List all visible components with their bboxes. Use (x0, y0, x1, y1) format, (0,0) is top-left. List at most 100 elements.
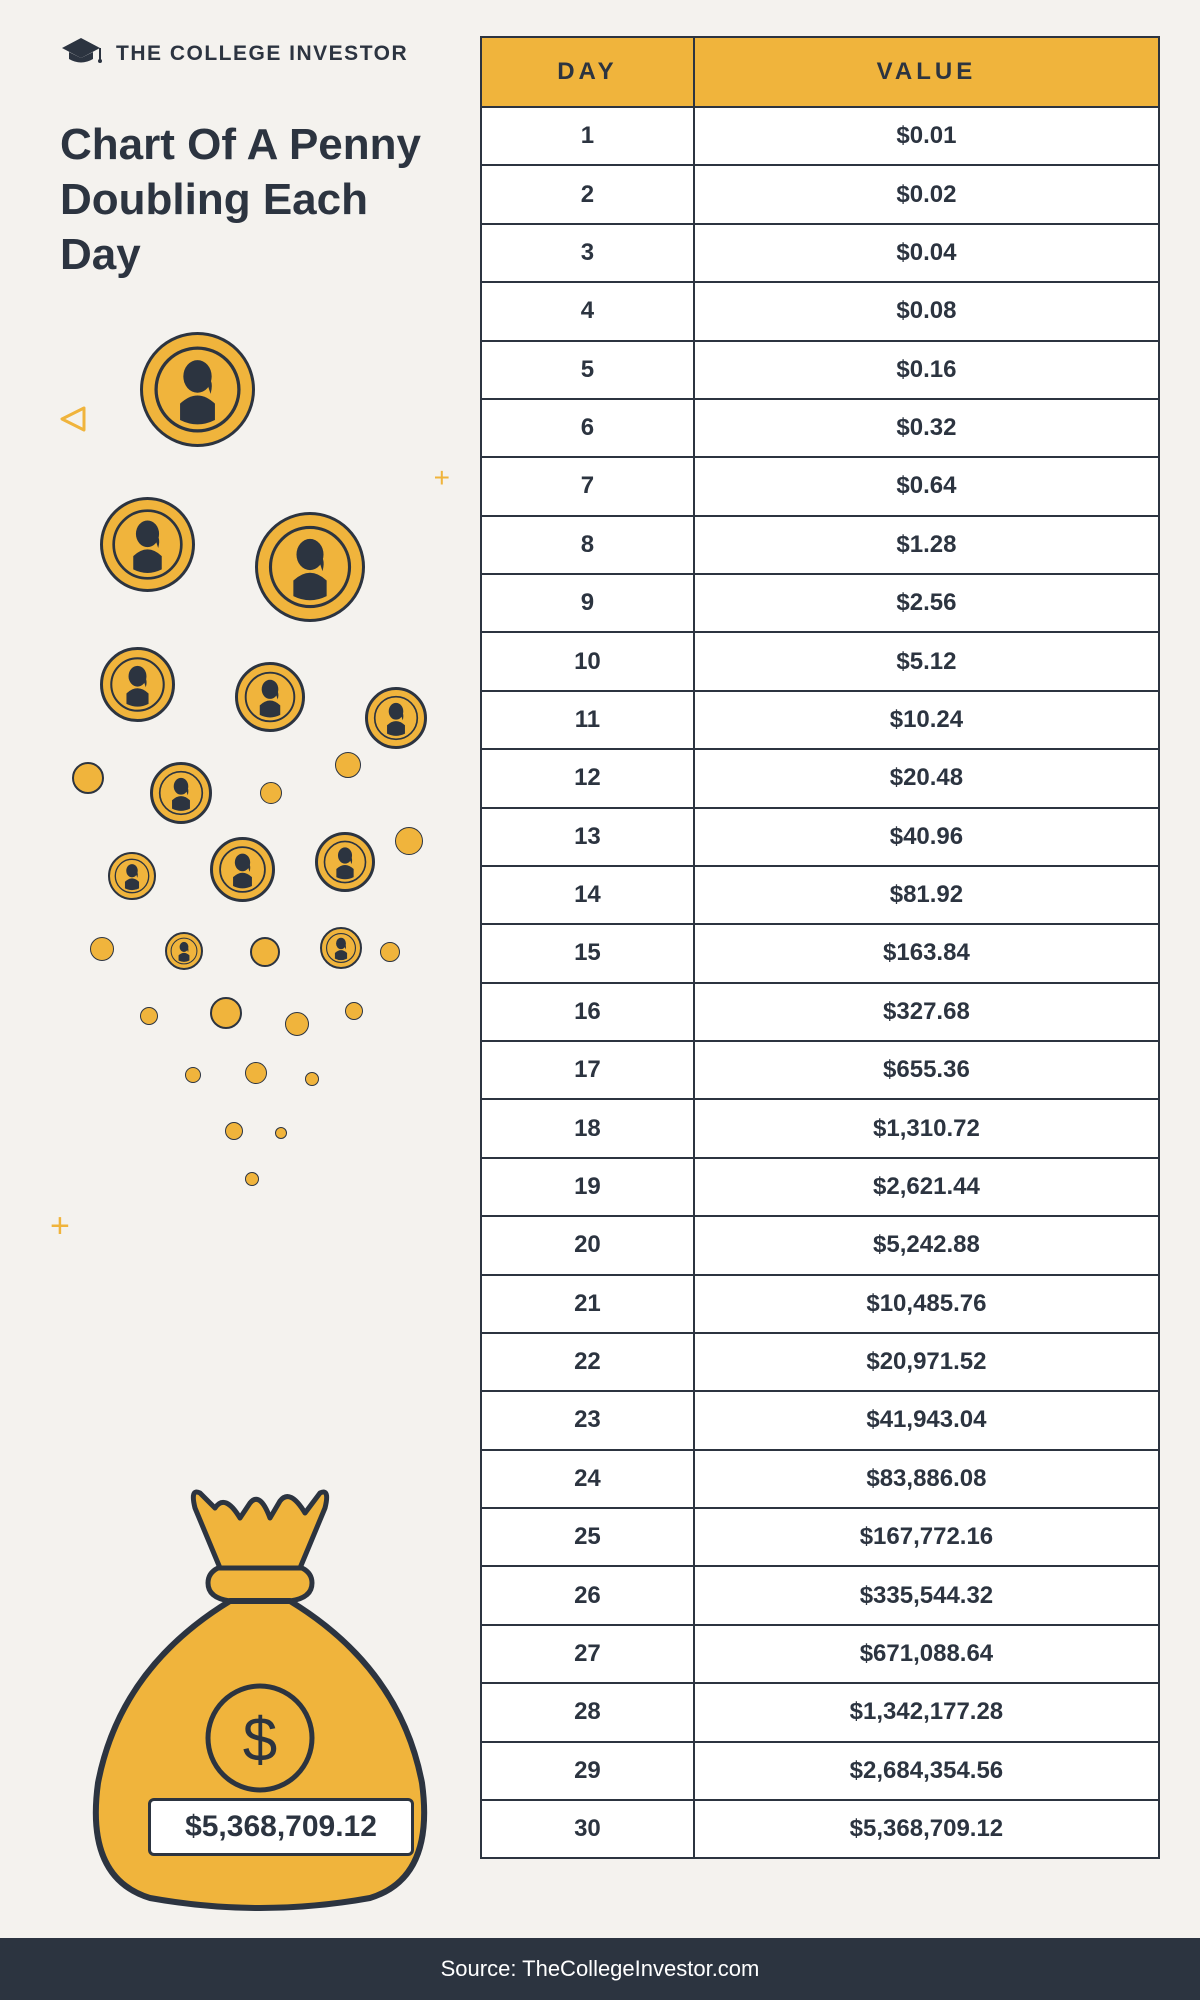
penny-coin-icon (320, 927, 362, 969)
brand-row: THE COLLEGE INVESTOR (60, 36, 460, 71)
penny-coin-icon (140, 332, 255, 447)
coin-illustration: + + (60, 332, 460, 1918)
table-row: 18$1,310.72 (481, 1099, 1159, 1157)
footer-bar: Source: TheCollegeInvestor.com (0, 1938, 1200, 2000)
penny-coin-icon (225, 1122, 243, 1140)
table-row: 19$2,621.44 (481, 1158, 1159, 1216)
table-row: 2$0.02 (481, 165, 1159, 223)
penny-coin-icon (260, 782, 282, 804)
penny-coin-icon (245, 1172, 259, 1186)
table-cell: 3 (481, 224, 694, 282)
table-row: 21$10,485.76 (481, 1275, 1159, 1333)
table-cell: 15 (481, 924, 694, 982)
table-cell: 5 (481, 341, 694, 399)
table-cell: $2.56 (694, 574, 1159, 632)
graduation-cap-icon (60, 36, 102, 71)
col-header-value: VALUE (694, 37, 1159, 107)
penny-coin-icon (315, 832, 375, 892)
penny-coin-icon (185, 1067, 201, 1083)
table-cell: $1,310.72 (694, 1099, 1159, 1157)
table-row: 11$10.24 (481, 691, 1159, 749)
table-cell: 24 (481, 1450, 694, 1508)
table-row: 9$2.56 (481, 574, 1159, 632)
penny-coin-icon (90, 937, 114, 961)
penny-doubling-table: DAY VALUE 1$0.012$0.023$0.044$0.085$0.16… (480, 36, 1160, 1859)
table-cell: $0.64 (694, 457, 1159, 515)
table-cell: $671,088.64 (694, 1625, 1159, 1683)
table-cell: 30 (481, 1800, 694, 1858)
penny-coin-icon (235, 662, 305, 732)
penny-coin-icon (380, 942, 400, 962)
table-cell: $83,886.08 (694, 1450, 1159, 1508)
table-row: 28$1,342,177.28 (481, 1683, 1159, 1741)
penny-coin-icon (245, 1062, 267, 1084)
table-cell: 29 (481, 1742, 694, 1800)
table-row: 6$0.32 (481, 399, 1159, 457)
table-cell: $2,684,354.56 (694, 1742, 1159, 1800)
penny-coin-icon (395, 827, 423, 855)
table-cell: $0.08 (694, 282, 1159, 340)
table-row: 30$5,368,709.12 (481, 1800, 1159, 1858)
table-cell: $655.36 (694, 1041, 1159, 1099)
table-cell: 8 (481, 516, 694, 574)
penny-coin-icon (345, 1002, 363, 1020)
penny-coin-icon (365, 687, 427, 749)
penny-coin-icon (285, 1012, 309, 1036)
table-cell: 4 (481, 282, 694, 340)
table-row: 14$81.92 (481, 866, 1159, 924)
table-row: 22$20,971.52 (481, 1333, 1159, 1391)
table-cell: 14 (481, 866, 694, 924)
table-cell: $0.02 (694, 165, 1159, 223)
table-row: 12$20.48 (481, 749, 1159, 807)
table-cell: $5.12 (694, 632, 1159, 690)
table-cell: $163.84 (694, 924, 1159, 982)
plus-decoration-icon: + (50, 1207, 70, 1246)
plus-decoration-icon: + (434, 462, 450, 494)
table-row: 29$2,684,354.56 (481, 1742, 1159, 1800)
table-row: 7$0.64 (481, 457, 1159, 515)
table-body: 1$0.012$0.023$0.044$0.085$0.166$0.327$0.… (481, 107, 1159, 1858)
penny-coin-icon (305, 1072, 319, 1086)
table-row: 26$335,544.32 (481, 1566, 1159, 1624)
table-cell: 16 (481, 983, 694, 1041)
table-cell: 1 (481, 107, 694, 165)
table-cell: 25 (481, 1508, 694, 1566)
table-row: 15$163.84 (481, 924, 1159, 982)
table-cell: 19 (481, 1158, 694, 1216)
triangle-decoration-icon (58, 404, 88, 439)
table-cell: $41,943.04 (694, 1391, 1159, 1449)
table-cell: 20 (481, 1216, 694, 1274)
table-cell: 26 (481, 1566, 694, 1624)
table-cell: $167,772.16 (694, 1508, 1159, 1566)
table-cell: $5,368,709.12 (694, 1800, 1159, 1858)
table-header-row: DAY VALUE (481, 37, 1159, 107)
penny-coin-icon (140, 1007, 158, 1025)
table-cell: $327.68 (694, 983, 1159, 1041)
left-column: THE COLLEGE INVESTOR Chart Of A Penny Do… (60, 36, 460, 1918)
penny-coin-icon (210, 997, 242, 1029)
svg-text:$: $ (243, 1706, 277, 1775)
table-row: 10$5.12 (481, 632, 1159, 690)
penny-coin-icon (108, 852, 156, 900)
penny-coin-icon (72, 762, 104, 794)
table-cell: $0.04 (694, 224, 1159, 282)
table-cell: $5,242.88 (694, 1216, 1159, 1274)
penny-coin-icon (335, 752, 361, 778)
table-row: 5$0.16 (481, 341, 1159, 399)
penny-coin-icon (100, 647, 175, 722)
table-cell: 6 (481, 399, 694, 457)
table-cell: $2,621.44 (694, 1158, 1159, 1216)
table-cell: $0.16 (694, 341, 1159, 399)
table-cell: $40.96 (694, 808, 1159, 866)
money-bag-icon: $ $5,368,709.12 (80, 1483, 440, 1918)
footer-source: Source: TheCollegeInvestor.com (441, 1956, 760, 1981)
table-row: 13$40.96 (481, 808, 1159, 866)
penny-coin-icon (150, 762, 212, 824)
table-row: 25$167,772.16 (481, 1508, 1159, 1566)
table-row: 17$655.36 (481, 1041, 1159, 1099)
table-row: 1$0.01 (481, 107, 1159, 165)
penny-coin-icon (275, 1127, 287, 1139)
table-cell: $1,342,177.28 (694, 1683, 1159, 1741)
table-cell: 2 (481, 165, 694, 223)
table-cell: $20,971.52 (694, 1333, 1159, 1391)
